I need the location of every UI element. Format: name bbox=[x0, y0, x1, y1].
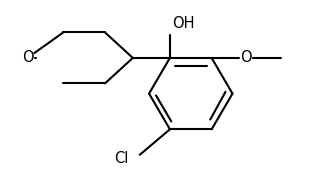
Text: O: O bbox=[241, 50, 252, 65]
Text: Cl: Cl bbox=[114, 151, 128, 166]
Text: O: O bbox=[22, 50, 33, 65]
Text: OH: OH bbox=[172, 17, 195, 32]
